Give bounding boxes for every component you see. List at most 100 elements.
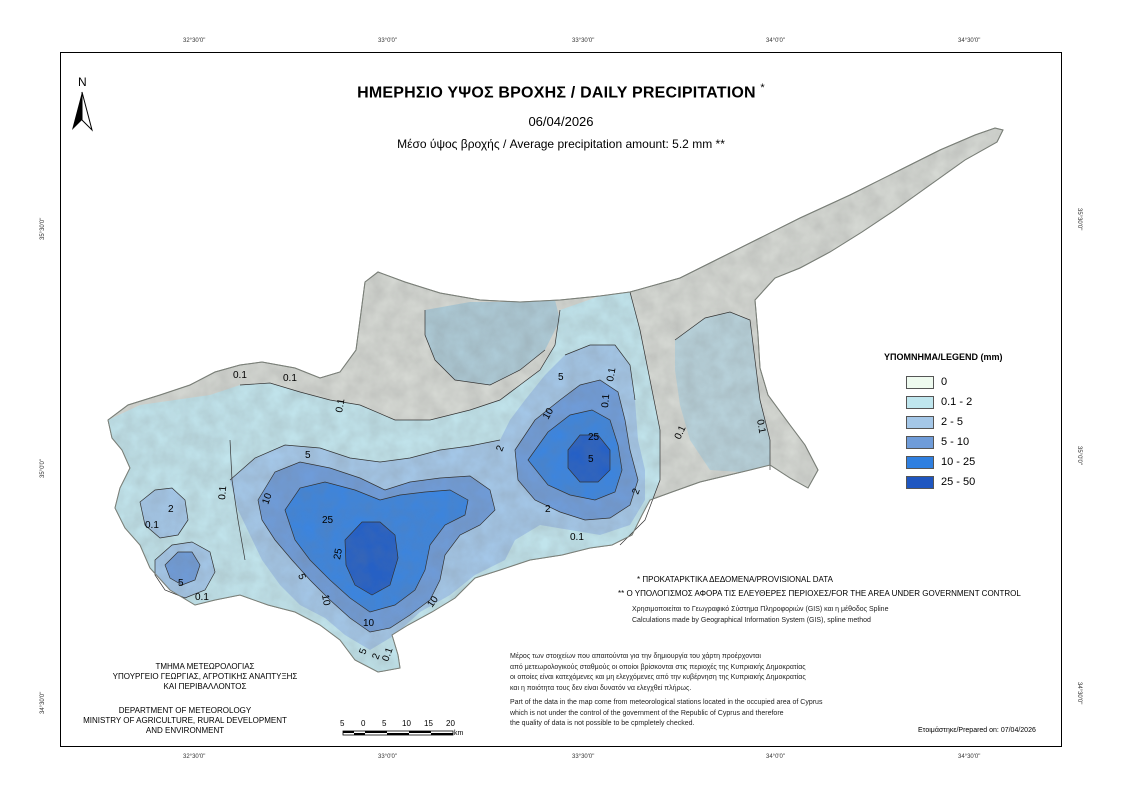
department-gr: ΤΜΗΜΑ ΜΕΤΕΩΡΟΛΟΓΙΑΣ ΥΠΟΥΡΓΕΙΟ ΓΕΩΡΓΙΑΣ, … [100, 662, 310, 692]
contour-line [424, 310, 546, 386]
scale-tick: 15 [424, 719, 433, 728]
legend-swatch [906, 435, 934, 449]
coord-top-1: 32°30'0" [183, 38, 206, 44]
contour-line [619, 291, 661, 546]
legend-swatch [906, 475, 934, 489]
contour-line [239, 309, 561, 421]
data-note-line: which is not under the control of the go… [510, 709, 784, 717]
department-line: DEPARTMENT OF METEOROLOGY [118, 706, 252, 715]
gis-note-en: Calculations made by Geographical Inform… [632, 617, 871, 624]
contour-label: 5 [558, 372, 564, 383]
contour-line [257, 461, 496, 633]
legend-item: 0 [884, 372, 1044, 392]
contour-line [229, 439, 246, 561]
average-precipitation: Μέσο ύψος βροχής / Average precipitation… [397, 137, 725, 151]
contour-label: 2 [545, 504, 551, 515]
contour-line [164, 551, 201, 586]
contour-label: 5 [295, 572, 307, 581]
scale-tick: 5 [382, 719, 387, 728]
legend-swatch [906, 395, 934, 409]
coord-bottom-5: 34°30'0" [958, 754, 981, 760]
data-note-line: από μετεωρολογικούς σταθμούς οι οποίοι β… [510, 663, 806, 671]
map-title-text: ΗΜΕΡΗΣΙΟ ΥΨΟΣ ΒΡΟΧΗΣ / DAILY PRECIPITATI… [357, 84, 756, 102]
legend-swatch [906, 455, 934, 469]
contour-line [229, 439, 501, 481]
legend-label: 2 - 5 [941, 416, 964, 428]
contour-line [567, 434, 611, 483]
contour-label: 5 [588, 454, 594, 465]
data-note-line: Μέρος των στοιχείων που απαιτούνται για … [510, 653, 761, 660]
map-title-mark: * [760, 82, 765, 94]
contour-label: 0.1 [233, 370, 247, 381]
legend-item: 2 - 5 [884, 412, 1044, 432]
contour-label: 10 [363, 618, 375, 629]
contour-label: 0.1 [605, 366, 618, 382]
contour-label: 0.1 [334, 397, 347, 413]
coord-top-4: 34°0'0" [766, 38, 786, 44]
contour-line [139, 487, 189, 539]
legend-label: 0 [941, 376, 948, 388]
scale-tick: 5 [340, 719, 345, 728]
legend-swatch [906, 375, 934, 389]
contour-label: 25 [322, 515, 334, 526]
contour-label-group: 0.1 0.1 0.1 0.1 2 5 10 25 25 10 5 2 0.1 … [145, 366, 767, 663]
contour-label: 2 [494, 444, 506, 453]
legend: ΥΠΟΜΝΗΜΑ/LEGEND (mm) 0 0.1 - 2 2 - 5 5 -… [884, 352, 1044, 492]
department-line: AND ENVIRONMENT [145, 726, 225, 735]
contour-lines [139, 291, 771, 633]
contour-label: 0.1 [600, 393, 612, 408]
contour-line [514, 379, 639, 521]
legend-item: 0.1 - 2 [884, 392, 1044, 412]
contour-label: 25 [332, 547, 345, 560]
data-note-line: the quality of data is not possible to b… [510, 720, 695, 727]
coord-top-2: 33°0'0" [378, 38, 398, 44]
contour-label: 0.1 [570, 532, 584, 543]
legend-label: 10 - 25 [941, 456, 976, 468]
provisional-note: * ΠΡΟΚΑΤΑΡΚΤΙΚΑ ΔΕΔΟΜΕΝΑ/PROVISIONAL DAT… [637, 575, 833, 584]
gis-note-gr: Χρησιμοποιείται το Γεωγραφικό Σύστημα Πλ… [632, 606, 889, 613]
coord-top-5: 34°30'0" [958, 38, 981, 44]
coord-bottom-2: 33°0'0" [378, 754, 398, 760]
contour-line [284, 481, 469, 613]
data-note-line: και η ποιότητα τους δεν είναι δυνατόν να… [510, 684, 692, 692]
contour-label: 2 [370, 652, 382, 661]
legend-item: 10 - 25 [884, 452, 1044, 472]
scale-tick: 20 [446, 719, 455, 728]
scale-tick: 10 [402, 719, 411, 728]
contour-label: 0.1 [195, 592, 209, 603]
department-line: ΤΜΗΜΑ ΜΕΤΕΩΡΟΛΟΓΙΑΣ [155, 662, 255, 671]
contour-line [344, 521, 399, 596]
scale-tick: 0 [361, 719, 366, 728]
map-date: 06/04/2026 [528, 114, 594, 129]
contour-label: 10 [319, 594, 332, 607]
scale-unit: km [454, 730, 464, 737]
legend-item: 5 - 10 [884, 432, 1044, 452]
legend-label: 25 - 50 [941, 476, 976, 488]
contour-label: 2 [630, 487, 642, 496]
legend-swatch [906, 415, 934, 429]
contour-label: 0.1 [754, 419, 767, 435]
department-line: ΚΑΙ ΠΕΡΙΒΑΛΛΟΝΤΟΣ [163, 682, 247, 691]
prepared-date: Ετοιμάστηκε/Prepared on: 07/04/2026 [918, 727, 1036, 734]
legend-label: 0.1 - 2 [941, 396, 973, 408]
contour-label: 2 [168, 504, 174, 515]
data-note-gr: Μέρος των στοιχείων που απαιτούνται για … [510, 652, 806, 694]
contour-label: 0.1 [380, 646, 395, 663]
contour-label: 0.1 [673, 424, 689, 442]
legend-item: 25 - 50 [884, 472, 1044, 492]
scale-bar: 5 0 5 10 15 20 km [340, 719, 464, 737]
department-line: ΥΠΟΥΡΓΕΙΟ ΓΕΩΡΓΙΑΣ, ΑΓΡΟΤΙΚΗΣ ΑΝΑΠΤΥΞΗΣ [112, 672, 298, 681]
contour-line [527, 409, 623, 501]
contour-label: 5 [178, 578, 184, 589]
contour-line [674, 311, 771, 470]
contour-line [154, 541, 216, 599]
map-title: ΗΜΕΡΗΣΙΟ ΥΨΟΣ ΒΡΟΧΗΣ / DAILY PRECIPITATI… [0, 82, 1122, 102]
legend-title: ΥΠΟΜΝΗΜΑ/LEGEND (mm) [884, 352, 1003, 362]
map-frame [60, 52, 1062, 747]
contour-label: 10 [260, 491, 274, 506]
contour-label: 5 [305, 450, 311, 461]
data-note-line: Part of the data in the map come from me… [510, 699, 823, 706]
legend-label: 5 - 10 [941, 436, 970, 448]
department-line: MINISTRY OF AGRICULTURE, RURAL DEVELOPME… [83, 716, 287, 725]
coord-top-3: 33°30'0" [572, 38, 595, 44]
